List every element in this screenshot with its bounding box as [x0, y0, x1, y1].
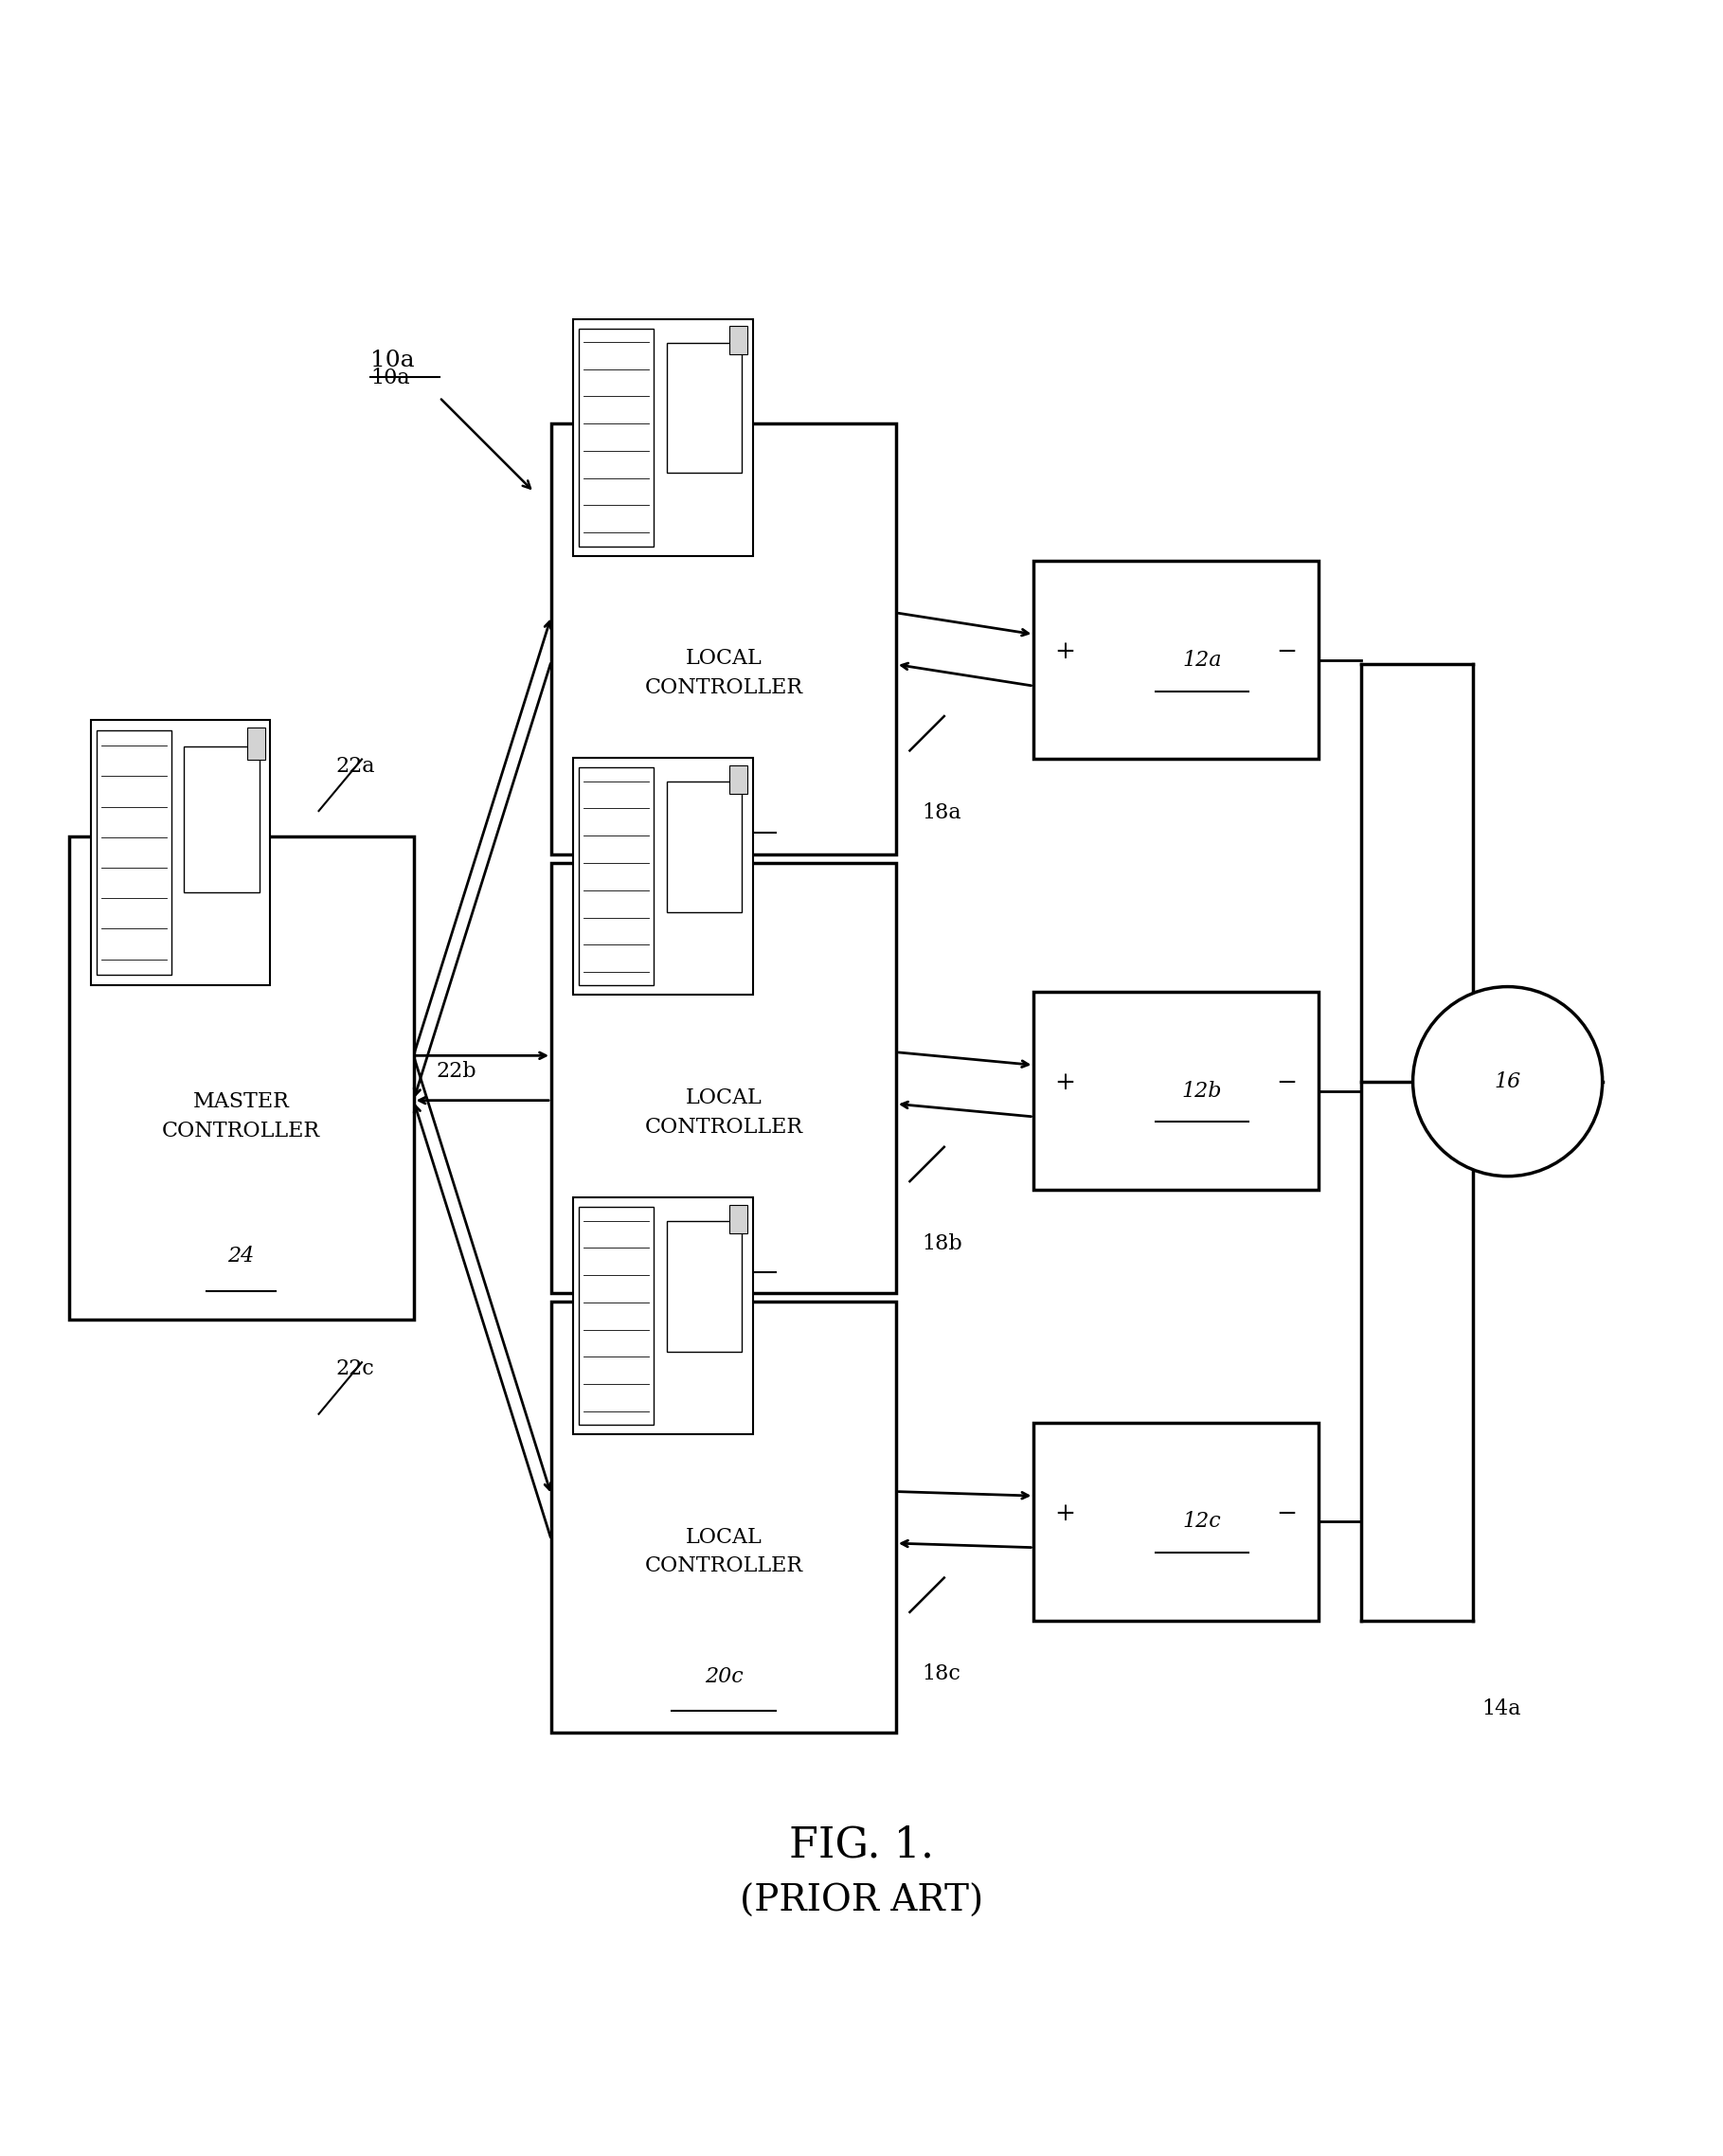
Bar: [1034, 1423, 1318, 1621]
Text: −: −: [1277, 640, 1297, 664]
Bar: [667, 783, 743, 912]
Text: 18c: 18c: [922, 1664, 960, 1684]
Bar: [96, 731, 172, 975]
Bar: [1034, 561, 1318, 759]
Text: 24: 24: [227, 1246, 255, 1268]
Bar: [1034, 992, 1318, 1190]
Bar: [574, 319, 753, 556]
Bar: [551, 862, 896, 1294]
Bar: [91, 720, 271, 985]
Text: 20a: 20a: [705, 787, 743, 808]
Text: LOCAL
CONTROLLER: LOCAL CONTROLLER: [644, 1087, 803, 1138]
Text: 12a: 12a: [1182, 649, 1222, 671]
Text: 16: 16: [1494, 1072, 1521, 1091]
Bar: [69, 837, 414, 1319]
Bar: [579, 768, 655, 985]
Text: 12c: 12c: [1182, 1511, 1222, 1533]
Bar: [729, 765, 748, 793]
Text: 10a: 10a: [370, 369, 410, 388]
Bar: [574, 759, 753, 996]
Bar: [184, 746, 260, 893]
Text: 22b: 22b: [436, 1061, 476, 1082]
Text: 18b: 18b: [922, 1233, 963, 1255]
Bar: [579, 1207, 655, 1425]
Bar: [579, 328, 655, 545]
Text: 20c: 20c: [705, 1667, 743, 1688]
Text: +: +: [1054, 1501, 1075, 1524]
Text: 20b: 20b: [703, 1227, 744, 1248]
Text: +: +: [1054, 640, 1075, 664]
Bar: [729, 326, 748, 354]
Text: +: +: [1054, 1072, 1075, 1093]
Text: MASTER
CONTROLLER: MASTER CONTROLLER: [162, 1091, 320, 1141]
Text: 18a: 18a: [922, 802, 961, 824]
Text: −: −: [1277, 1072, 1297, 1093]
Bar: [729, 1205, 748, 1233]
Text: 14a: 14a: [1482, 1699, 1521, 1718]
Text: (PRIOR ART): (PRIOR ART): [739, 1884, 984, 1919]
Bar: [667, 343, 743, 472]
Bar: [246, 729, 265, 759]
Text: −: −: [1277, 1501, 1297, 1524]
Text: LOCAL
CONTROLLER: LOCAL CONTROLLER: [644, 1526, 803, 1576]
Text: 10a: 10a: [370, 349, 415, 371]
Bar: [667, 1220, 743, 1352]
Text: LOCAL
CONTROLLER: LOCAL CONTROLLER: [644, 649, 803, 699]
Text: 12b: 12b: [1182, 1080, 1222, 1102]
Bar: [574, 1197, 753, 1434]
Bar: [551, 1302, 896, 1733]
Text: 22c: 22c: [336, 1358, 374, 1380]
Text: 22a: 22a: [336, 755, 376, 776]
Circle shape: [1413, 987, 1602, 1177]
Text: FIG. 1.: FIG. 1.: [789, 1824, 934, 1865]
Bar: [551, 423, 896, 854]
